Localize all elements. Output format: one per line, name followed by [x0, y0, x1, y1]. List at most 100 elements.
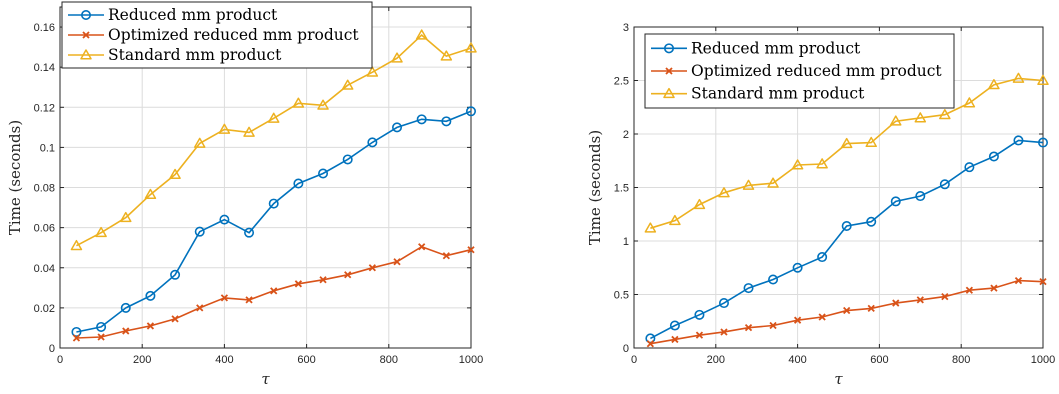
series-line-2: [650, 279, 1044, 345]
data-point-series-3: [914, 112, 927, 123]
data-point-series-2: [990, 284, 998, 292]
data-point-series-2: [171, 315, 179, 323]
y-tick-label: 0.04: [34, 263, 55, 275]
data-point-series-2: [695, 331, 704, 339]
y-tick-label: 0.06: [34, 223, 55, 235]
data-point-series-3: [193, 137, 206, 148]
data-point-series-1: [465, 106, 476, 117]
data-point-series-1: [939, 179, 950, 190]
data-point-series-3: [1037, 74, 1049, 85]
data-point-series-2: [270, 287, 278, 295]
data-point-series-2: [818, 313, 826, 321]
data-point-series-3: [644, 222, 657, 233]
data-point-series-3: [95, 226, 107, 238]
data-point-series-3: [144, 188, 157, 200]
y-tick-label: 2: [623, 129, 629, 141]
data-point-series-3: [218, 123, 231, 134]
data-point-series-1: [441, 116, 452, 127]
data-point-series-3: [440, 50, 453, 61]
legend-marker-3: [663, 87, 675, 99]
data-point-series-1: [219, 214, 230, 225]
y-tick-label: 1: [623, 236, 629, 248]
series-line-1: [76, 110, 472, 333]
legend-marker-1: [663, 43, 674, 54]
x-axis-label: τ: [261, 370, 270, 388]
y-axis-label: Time (seconds): [6, 120, 24, 235]
data-point-series-2: [1039, 278, 1047, 286]
data-point-series-2: [368, 264, 376, 272]
data-point-series-2: [319, 276, 327, 284]
data-point-series-1: [96, 321, 107, 332]
y-tick-label: 2.5: [614, 76, 629, 88]
data-point-series-3: [840, 137, 853, 149]
data-point-series-3: [317, 99, 329, 110]
x-tick-label: 200: [707, 354, 725, 366]
data-point-series-2: [892, 299, 900, 307]
data-point-series-3: [939, 108, 951, 120]
data-point-series-2: [843, 306, 851, 315]
data-point-series-2: [720, 328, 728, 336]
data-point-series-3: [742, 179, 755, 190]
data-point-series-2: [146, 322, 155, 330]
data-point-series-2: [220, 294, 229, 302]
data-point-series-3: [120, 211, 132, 223]
data-point-series-2: [941, 293, 949, 301]
y-tick-label: 1.5: [614, 183, 629, 195]
legend-marker-1: [81, 10, 92, 20]
data-point-series-3: [415, 29, 428, 40]
data-point-series-3: [70, 239, 83, 251]
x-axis-label: τ: [834, 370, 843, 388]
data-point-series-1: [669, 320, 680, 331]
x-tick-label: 0: [631, 354, 637, 366]
data-point-series-1: [392, 122, 403, 133]
data-point-series-2: [793, 316, 802, 324]
legend-marker-2: [82, 31, 90, 39]
data-point-series-1: [145, 290, 156, 301]
x-tick-label: 1000: [459, 354, 483, 366]
data-point-series-3: [465, 42, 477, 53]
data-point-series-1: [416, 114, 427, 125]
data-point-series-1: [694, 309, 705, 320]
data-point-series-2: [344, 271, 352, 279]
x-tick-label: 400: [788, 354, 806, 366]
y-tick-label: 0.02: [34, 303, 55, 315]
data-point-series-2: [122, 327, 130, 335]
x-tick-label: 400: [215, 354, 233, 366]
y-tick-label: 0: [623, 343, 629, 355]
data-point-series-1: [964, 162, 975, 173]
data-point-series-2: [1014, 276, 1023, 285]
legend-marker-2: [665, 67, 673, 75]
data-point-series-3: [718, 187, 730, 198]
data-point-series-3: [791, 159, 804, 170]
data-point-series-1: [768, 274, 779, 285]
data-point-series-1: [293, 178, 304, 189]
y-tick-label: 0.14: [34, 62, 55, 74]
series-line-2: [76, 245, 472, 339]
data-point-series-1: [1013, 135, 1024, 146]
data-point-series-2: [467, 246, 475, 254]
data-point-series-2: [97, 333, 105, 341]
legend-box: [61, 1, 373, 69]
data-point-series-1: [71, 326, 82, 337]
legend-label-1: Reduced mm product: [691, 39, 861, 57]
right-line-chart: 0 200 400 600 800 1000 0 0.5 1 1.5 2 2.5 3 τ Time (sec…: [586, 22, 1055, 388]
data-point-series-2: [294, 280, 303, 288]
data-point-series-3: [292, 97, 305, 108]
data-point-series-2: [418, 243, 426, 251]
data-point-series-3: [963, 97, 976, 108]
data-point-series-3: [243, 126, 255, 137]
x-tick-label: 0: [57, 354, 63, 366]
data-point-series-1: [120, 302, 131, 313]
data-point-series-1: [890, 196, 901, 207]
data-point-series-1: [244, 227, 255, 238]
data-point-series-1: [1038, 137, 1049, 148]
data-point-series-1: [792, 262, 803, 273]
y-tick-label: 3: [623, 22, 629, 34]
y-tick-label: 0: [49, 343, 55, 355]
x-tick-label: 800: [952, 354, 970, 366]
data-point-series-2: [671, 335, 679, 344]
data-point-series-2: [72, 334, 81, 342]
data-point-series-1: [342, 154, 353, 165]
y-axis-label: Time (seconds): [586, 130, 604, 245]
